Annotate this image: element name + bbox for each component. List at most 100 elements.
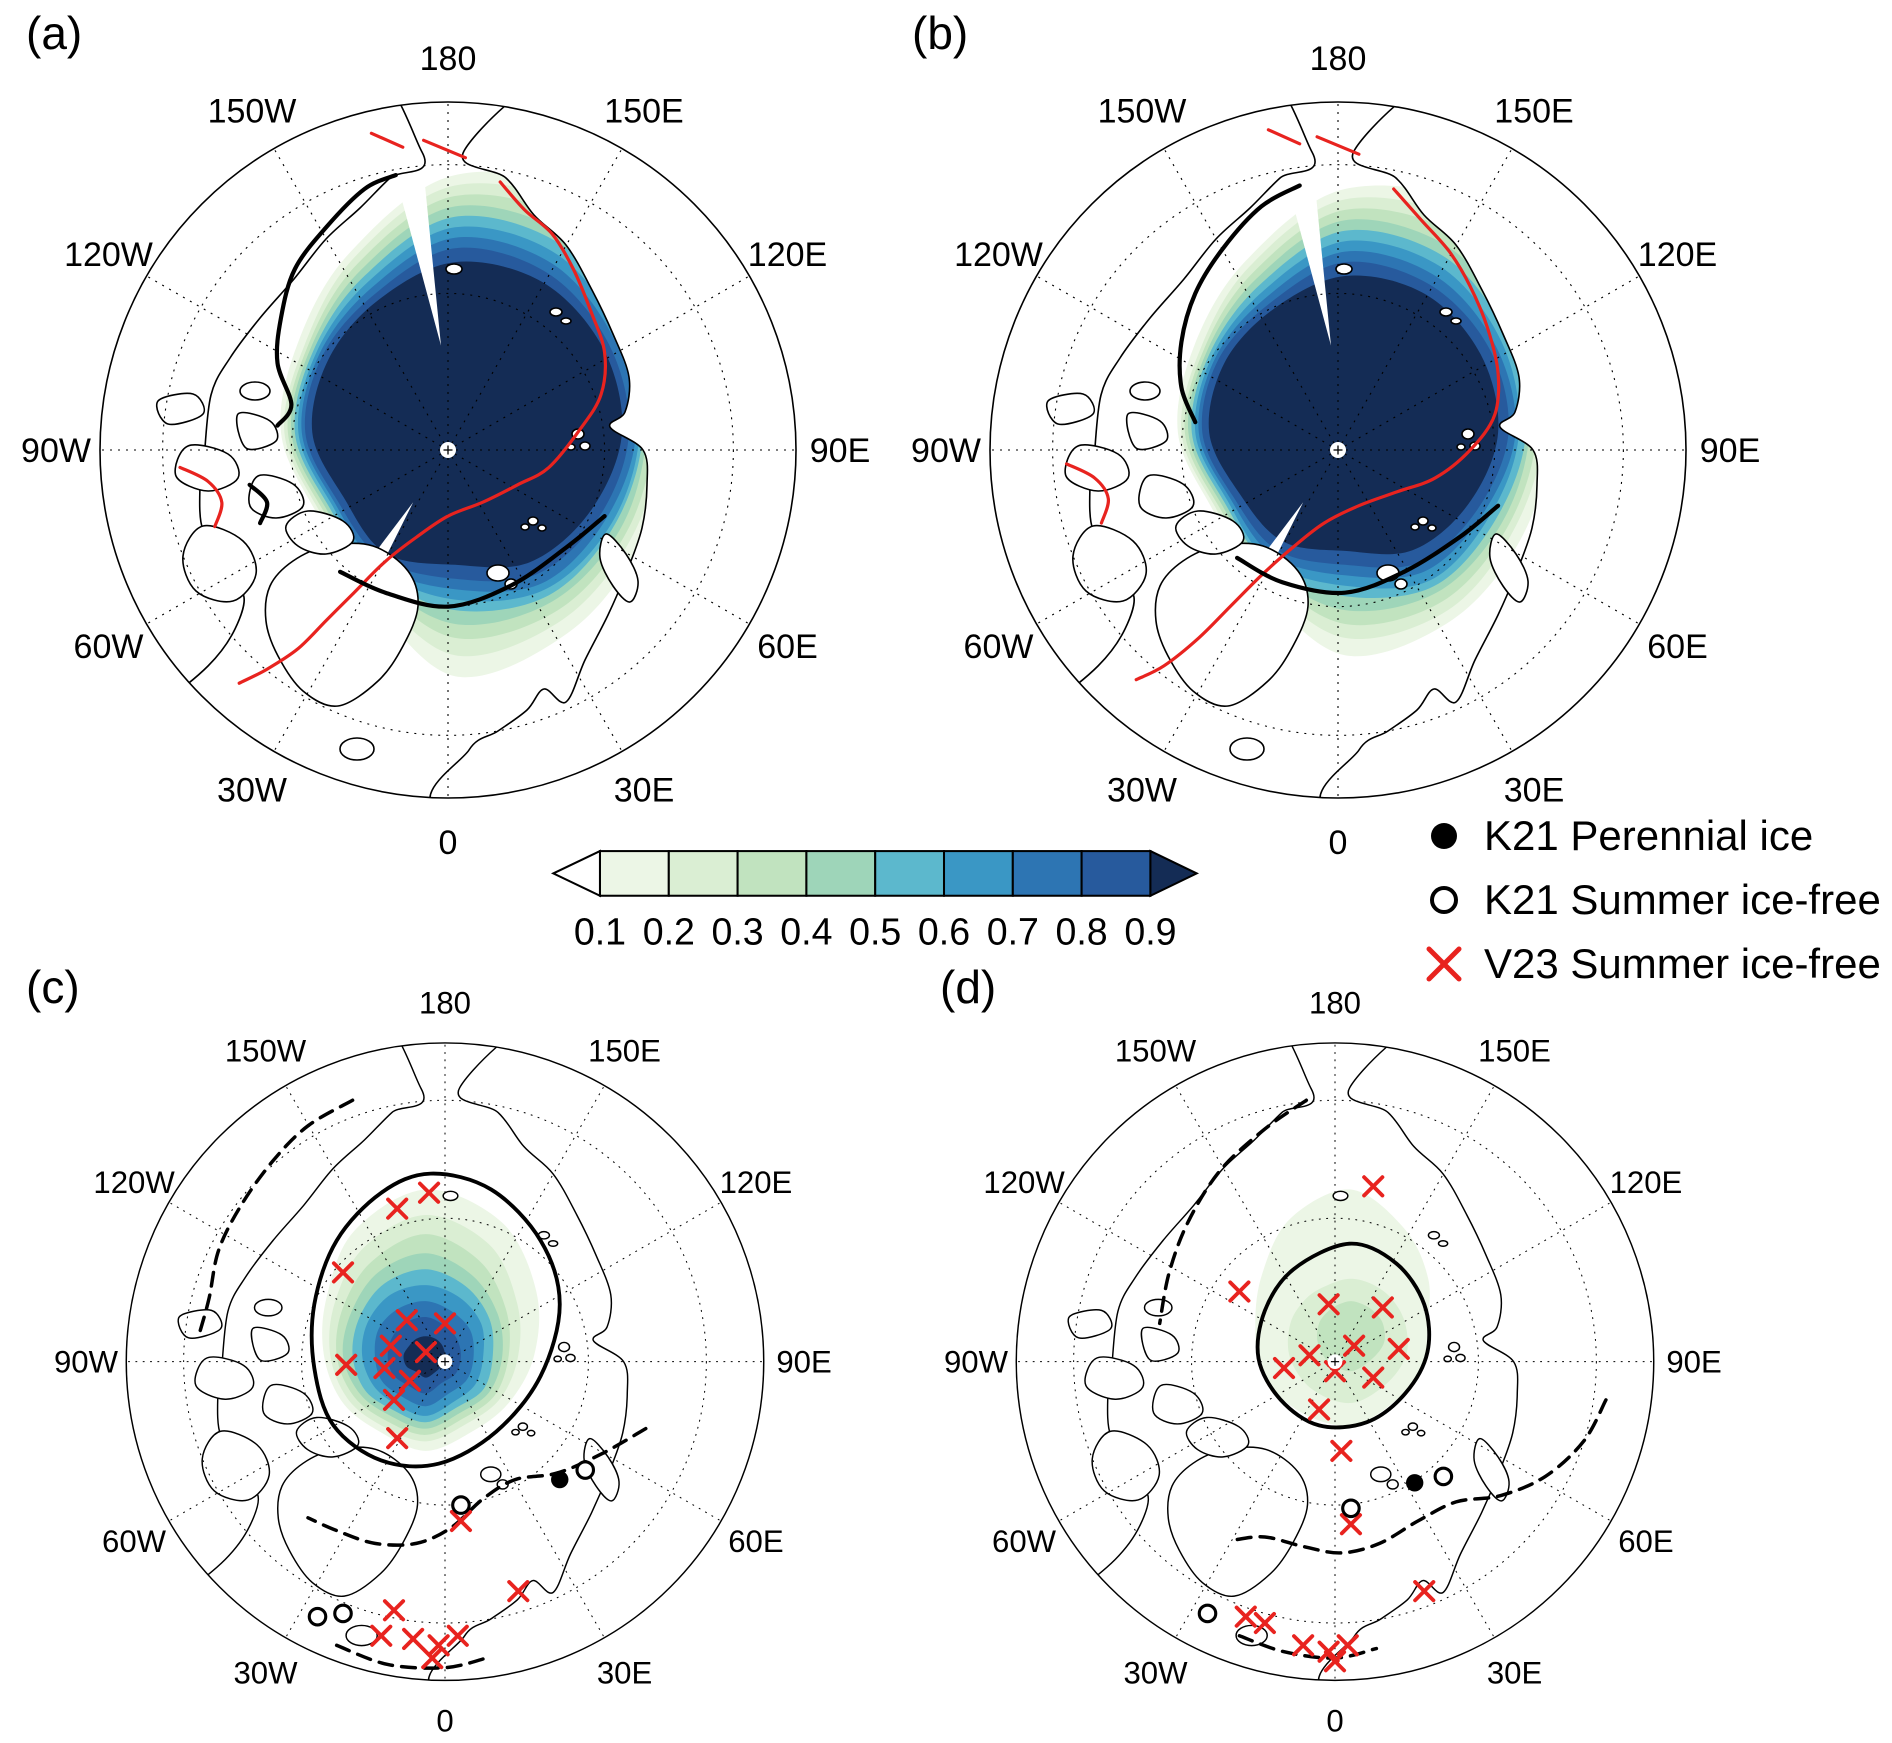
island-coastline	[1427, 524, 1437, 532]
colorbar-bin	[667, 850, 739, 897]
lon-label-30E: 30E	[597, 1656, 652, 1691]
island-coastline	[486, 564, 510, 582]
lon-label-0: 0	[1329, 824, 1348, 862]
lon-label-30W: 30W	[1123, 1656, 1188, 1691]
v23-summer-ice-free-marker	[1323, 1650, 1347, 1673]
k21-summer-ice-free-marker	[451, 1495, 471, 1515]
ice-edge-contour	[1255, 1241, 1432, 1430]
v23-summer-ice-free-marker	[1387, 1337, 1410, 1360]
island-coastline	[547, 1240, 559, 1247]
v23-summer-ice-free-marker	[1253, 1611, 1276, 1635]
panel-d-label: (d)	[940, 961, 997, 1013]
island-coastline	[1416, 1429, 1426, 1437]
contour-layer	[178, 131, 607, 685]
island-coastline	[261, 1383, 314, 1425]
v23-summer-ice-free-marker	[449, 1509, 473, 1533]
lon-label-30E: 30E	[614, 772, 675, 810]
ice-edge-contour	[1177, 183, 1302, 425]
island-coastline	[520, 523, 530, 531]
ice-fraction-layer	[322, 1189, 540, 1451]
coastline-layer	[1016, 1042, 1654, 1681]
k21-summer-ice-free-marker	[1341, 1498, 1361, 1519]
island-coastline	[445, 263, 463, 275]
v23-summer-ice-free-marker	[507, 1580, 530, 1603]
island-coastline	[1450, 317, 1462, 325]
colorbar-bin	[1080, 850, 1152, 897]
colorbar-under-arrow	[550, 849, 602, 898]
k21-summer-ice-free-marker	[1433, 1466, 1454, 1487]
island-coastline	[1443, 1355, 1453, 1363]
lon-label-90E: 90E	[1666, 1345, 1721, 1380]
colorbar-tick-label: 0.7	[987, 910, 1039, 952]
island-coastline	[1407, 1422, 1419, 1432]
v23-summer-ice-free-marker	[1371, 1296, 1394, 1319]
island-coastline	[1410, 523, 1420, 531]
island-coastline	[155, 392, 206, 426]
lon-label-180: 180	[1310, 40, 1367, 78]
v23-summer-ice-free-marker	[433, 1312, 457, 1335]
colorbar-tick-label: 0.9	[1124, 910, 1176, 952]
k21-perennial-ice-marker	[1405, 1474, 1424, 1492]
island-coastline	[557, 1341, 571, 1353]
colorbar-tick-label: 0.6	[918, 910, 970, 952]
ice-edge-contour	[274, 173, 398, 428]
island-coastline	[339, 737, 375, 761]
k21-summer-ice-free-marker	[1197, 1603, 1218, 1624]
lon-label-0: 0	[1326, 1704, 1343, 1739]
open-circle-icon	[1422, 878, 1466, 922]
legend-marker-open-circle	[1430, 886, 1458, 914]
lon-label-0: 0	[439, 824, 458, 862]
island-coastline	[1140, 1326, 1180, 1362]
dashed-black-contour	[334, 1643, 489, 1670]
colorbar-tick-label: 0.1	[574, 910, 626, 952]
panel-a-label: (a)	[26, 7, 83, 59]
v23-summer-ice-free-marker	[1317, 1640, 1340, 1663]
map-clip-group	[126, 1042, 764, 1681]
lon-label-120W: 120W	[983, 1165, 1065, 1200]
island-coastline	[1091, 1430, 1161, 1502]
lon-label-150E: 150E	[604, 93, 683, 131]
v23-summer-ice-free-marker	[386, 1197, 409, 1220]
lon-label-30E: 30E	[1504, 772, 1565, 810]
island-coastline	[253, 1298, 283, 1317]
v23-summer-ice-free-marker	[1343, 1334, 1366, 1357]
lon-label-180: 180	[1309, 986, 1361, 1021]
ice-edge-contour	[1235, 503, 1501, 596]
lon-label-120E: 120E	[720, 1165, 793, 1200]
map-boundary-circle	[989, 101, 1687, 799]
ice-fraction-layer	[280, 102, 673, 678]
coastline	[1167, 1446, 1309, 1598]
v23-summer-ice-free-marker	[1362, 1366, 1385, 1389]
lon-label-90W: 90W	[911, 432, 981, 470]
island-coastline	[1129, 381, 1161, 401]
legend-label: K21 Summer ice-free	[1484, 876, 1881, 923]
colorbar-bin	[736, 850, 808, 897]
island-coastline	[1332, 1190, 1349, 1202]
island-coastline	[1394, 578, 1408, 590]
island-coastline	[182, 524, 258, 603]
island-coastline	[1439, 307, 1453, 317]
coastline	[264, 542, 419, 707]
island-coastline	[1488, 533, 1529, 603]
filled-circle-icon	[1422, 814, 1466, 858]
ice-fraction-layer	[1177, 102, 1552, 657]
colorbar-over-arrow	[1149, 849, 1200, 898]
coastline-layer	[100, 102, 796, 798]
v23-summer-ice-free-marker	[1234, 1605, 1257, 1628]
colorbar-tick-label: 0.4	[780, 910, 832, 952]
v23-summer-ice-free-marker	[427, 1634, 450, 1657]
red-contour	[422, 138, 467, 160]
v23-summer-ice-free-marker	[398, 1369, 422, 1392]
lon-label-30W: 30W	[233, 1656, 298, 1691]
v23-summer-ice-free-marker	[1292, 1634, 1315, 1657]
v23-summer-ice-free-marker	[421, 1646, 444, 1670]
colorbar-bin	[805, 850, 877, 897]
island-coastline	[1427, 1230, 1441, 1240]
legend-label: V23 Summer ice-free	[1484, 940, 1881, 987]
v23-summer-ice-free-marker	[335, 1353, 358, 1376]
lon-label-60E: 60E	[1618, 1524, 1673, 1559]
marker-layer	[1197, 1175, 1454, 1673]
island-coastline	[1084, 1356, 1145, 1400]
pole-marker	[1327, 1354, 1343, 1369]
lon-label-180: 180	[420, 40, 477, 78]
